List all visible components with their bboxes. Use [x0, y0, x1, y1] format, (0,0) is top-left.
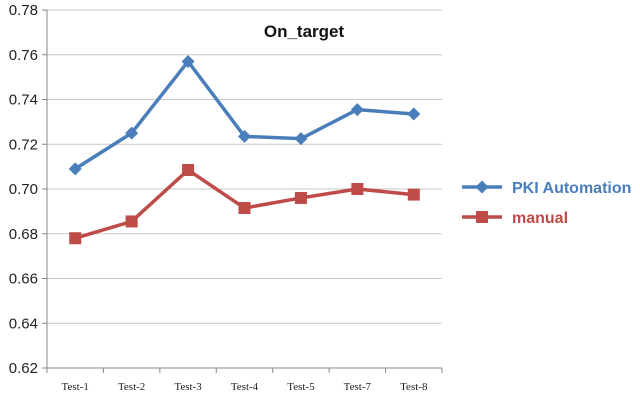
- data-point: [125, 215, 138, 228]
- y-tick-label: 0.78: [9, 2, 38, 19]
- y-tick-label: 0.72: [9, 136, 38, 153]
- y-tick-label: 0.64: [9, 315, 38, 332]
- axes: [42, 9, 443, 373]
- legend-item: PKI Automation: [462, 180, 631, 197]
- x-tick-label: Test-4: [231, 381, 259, 393]
- legend-marker: [476, 211, 488, 223]
- data-point: [294, 191, 307, 204]
- legend-item: manual: [462, 210, 568, 227]
- x-tick-label: Test-5: [287, 381, 315, 393]
- series-line: [74, 59, 414, 171]
- y-tick-label: 0.74: [9, 92, 38, 109]
- data-point: [351, 183, 364, 195]
- data-point: [407, 107, 421, 121]
- x-tick-label: Test-2: [118, 381, 145, 393]
- x-tick-label: Test-1: [62, 381, 89, 393]
- data-point: [407, 188, 420, 201]
- legend: PKI Automation manual: [462, 180, 631, 227]
- data-point: [182, 163, 195, 176]
- data-point: [238, 202, 251, 215]
- x-tick-label: Test-3: [174, 381, 202, 393]
- legend-label: manual: [512, 210, 568, 227]
- legend-marker: [475, 180, 489, 194]
- x-tick-label: Test-7: [344, 381, 372, 393]
- chart-title: On_target: [264, 22, 345, 41]
- y-tick-label: 0.62: [9, 360, 38, 377]
- series-layer: [68, 54, 421, 245]
- x-tick-label: Test-8: [400, 381, 428, 393]
- series-manual: [69, 163, 420, 245]
- y-tick-labels: 0.62 0.64 0.66 0.68 0.70 0.72 0.74 0.76 0.78: [9, 2, 38, 377]
- gridlines: [47, 9, 442, 324]
- series-pki-automation: [68, 54, 421, 176]
- data-point: [68, 162, 82, 176]
- y-tick-label: 0.68: [9, 226, 38, 243]
- y-tick-label: 0.76: [9, 47, 38, 64]
- x-tick-labels: Test-1 Test-2 Test-3 Test-4 Test-5 Test-7 Test…: [62, 381, 428, 393]
- y-tick-label: 0.70: [9, 181, 38, 198]
- y-tick-label: 0.66: [9, 271, 38, 288]
- data-point: [181, 54, 195, 68]
- data-point: [350, 103, 364, 117]
- data-point: [238, 129, 251, 143]
- data-point: [125, 126, 139, 140]
- legend-label: PKI Automation: [512, 180, 631, 197]
- data-point: [294, 132, 308, 146]
- data-point: [69, 232, 82, 245]
